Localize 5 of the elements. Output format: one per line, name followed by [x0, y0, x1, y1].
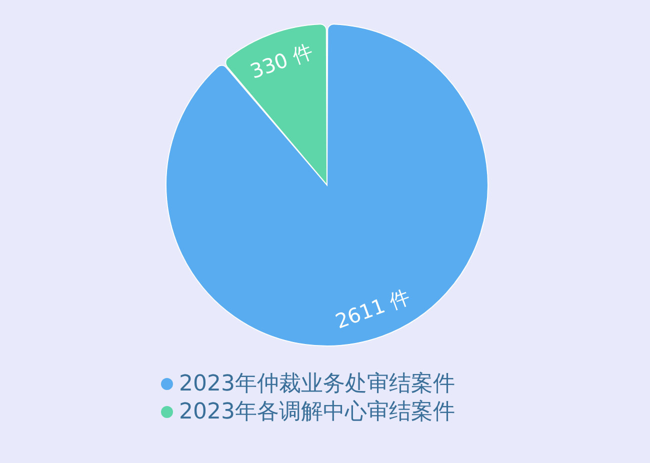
- legend-label: 2023年各调解中心审结案件: [179, 400, 455, 424]
- pie-slice: [166, 24, 488, 346]
- legend-label: 2023年仲裁业务处审结案件: [179, 372, 455, 396]
- data-label: 330 件: [246, 38, 316, 84]
- data-label: 2611 件: [332, 284, 413, 334]
